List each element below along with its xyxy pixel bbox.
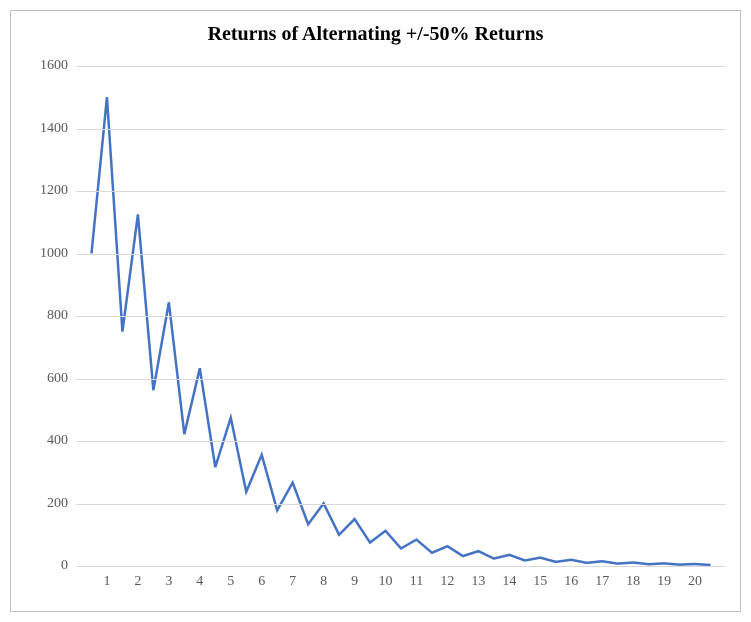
x-tick-label: 14 [502, 574, 516, 590]
chart-title: Returns of Alternating +/-50% Returns [11, 11, 740, 54]
grid-line [76, 379, 726, 380]
x-tick-label: 1 [103, 574, 110, 590]
x-tick-label: 5 [227, 574, 234, 590]
grid-line [76, 441, 726, 442]
grid-line [76, 316, 726, 317]
data-line [91, 97, 710, 565]
y-tick-label: 600 [47, 371, 68, 387]
x-tick-label: 20 [688, 574, 702, 590]
x-tick-label: 4 [196, 574, 203, 590]
y-tick-label: 1000 [40, 246, 68, 262]
x-tick-label: 12 [440, 574, 454, 590]
x-tick-label: 19 [657, 574, 671, 590]
y-tick-label: 1400 [40, 121, 68, 137]
chart-container: Returns of Alternating +/-50% Returns 02… [10, 10, 741, 612]
y-tick-label: 200 [47, 496, 68, 512]
y-tick-label: 800 [47, 308, 68, 324]
x-tick-label: 10 [379, 574, 393, 590]
grid-line [76, 66, 726, 67]
x-tick-label: 15 [533, 574, 547, 590]
x-tick-label: 16 [564, 574, 578, 590]
y-tick-label: 400 [47, 433, 68, 449]
x-tick-label: 2 [134, 574, 141, 590]
x-tick-label: 13 [471, 574, 485, 590]
y-tick-label: 0 [61, 558, 68, 574]
grid-line [76, 566, 726, 567]
x-tick-label: 9 [351, 574, 358, 590]
x-tick-label: 6 [258, 574, 265, 590]
grid-line [76, 254, 726, 255]
y-tick-label: 1200 [40, 183, 68, 199]
x-tick-label: 18 [626, 574, 640, 590]
x-tick-label: 3 [165, 574, 172, 590]
grid-line [76, 191, 726, 192]
grid-line [76, 129, 726, 130]
x-tick-label: 8 [320, 574, 327, 590]
x-tick-label: 17 [595, 574, 609, 590]
y-tick-label: 1600 [40, 58, 68, 74]
x-tick-label: 11 [410, 574, 423, 590]
grid-line [76, 504, 726, 505]
plot-area: 0200400600800100012001400160012345678910… [76, 66, 726, 566]
x-tick-label: 7 [289, 574, 296, 590]
